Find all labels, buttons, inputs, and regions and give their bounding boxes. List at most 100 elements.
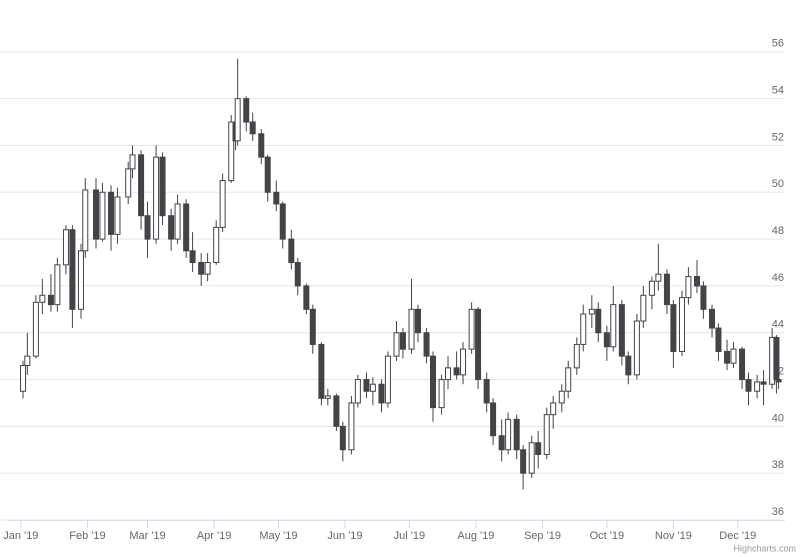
- candle-body: [39, 294, 46, 303]
- candle-body: [303, 285, 310, 310]
- y-tick-label: 36: [772, 506, 784, 518]
- candle-body: [754, 381, 761, 392]
- candle-body: [739, 348, 746, 381]
- candle-body: [363, 379, 370, 392]
- candle-body: [288, 238, 295, 264]
- candle-body: [24, 355, 31, 366]
- candle-body: [550, 402, 557, 416]
- candle-body: [249, 121, 256, 135]
- candle-body: [318, 343, 325, 399]
- candle-body: [460, 348, 467, 376]
- candle-body: [77, 250, 84, 310]
- x-tick-label: Mar '19: [129, 530, 165, 542]
- x-tick-label: Jan '19: [3, 530, 38, 542]
- candle-body: [198, 262, 205, 275]
- candle-body: [423, 332, 430, 357]
- candle-body: [414, 308, 421, 334]
- candle-body: [333, 395, 340, 427]
- candle-body: [384, 355, 391, 404]
- candle-body: [429, 355, 436, 409]
- candle-body: [125, 168, 132, 198]
- candle-body: [82, 189, 89, 252]
- candle-body: [693, 276, 700, 287]
- candle-body: [258, 133, 265, 158]
- candle-body: [324, 395, 331, 399]
- candle-body: [640, 294, 647, 322]
- y-tick-label: 56: [772, 38, 784, 50]
- candle-body: [309, 308, 316, 345]
- candle-body: [490, 402, 497, 437]
- candle-body: [498, 435, 505, 451]
- x-tick-label: Sep '19: [524, 530, 561, 542]
- candle-body: [32, 301, 39, 357]
- candle-body: [234, 98, 241, 142]
- candle-body: [505, 418, 512, 451]
- candle-body: [588, 308, 595, 315]
- candle-body: [648, 280, 655, 296]
- candle-body: [273, 191, 280, 205]
- candle-body: [558, 390, 565, 404]
- candle-body: [348, 402, 355, 451]
- candle-body: [279, 203, 286, 240]
- candle-body: [54, 264, 61, 306]
- candle-body: [535, 442, 542, 455]
- candle-body: [573, 343, 580, 369]
- candle-body: [108, 191, 115, 235]
- candle-body: [93, 189, 100, 240]
- y-tick-label: 54: [772, 85, 784, 97]
- candle-body: [138, 154, 145, 217]
- candle-body: [399, 332, 406, 350]
- x-tick-label: Dec '19: [719, 530, 756, 542]
- x-tick-label: Nov '19: [655, 530, 692, 542]
- candle-body: [354, 379, 361, 404]
- candle-body: [174, 203, 181, 240]
- candle-body: [678, 297, 685, 352]
- candle-body: [369, 383, 376, 392]
- candle-body: [168, 215, 175, 240]
- y-tick-label: 44: [772, 319, 784, 331]
- candle-body: [219, 180, 226, 228]
- candle-body: [453, 367, 460, 376]
- candle-body: [760, 381, 767, 385]
- x-tick-label: Aug '19: [457, 530, 494, 542]
- candle-body: [618, 304, 625, 357]
- candle-body: [378, 383, 385, 404]
- candle-body: [603, 332, 610, 348]
- x-tick-label: May '19: [259, 530, 297, 542]
- candle-body: [475, 308, 482, 381]
- candle-body: [663, 273, 670, 306]
- candle-body: [445, 367, 452, 381]
- candle-body: [700, 285, 707, 310]
- candle-body: [20, 365, 27, 392]
- candle-body: [129, 154, 136, 170]
- candle-body: [62, 229, 69, 266]
- candle-body: [483, 379, 490, 404]
- candle-body: [189, 250, 196, 264]
- candle-body: [730, 348, 737, 364]
- candle-body: [655, 273, 662, 282]
- y-tick-label: 38: [772, 459, 784, 471]
- candle-body: [183, 203, 190, 252]
- candle-body: [595, 308, 602, 334]
- candle-body: [438, 379, 445, 409]
- candle-body: [408, 308, 415, 350]
- candle-body: [709, 308, 716, 329]
- x-tick-label: Jul '19: [394, 530, 425, 542]
- candle-body: [99, 191, 106, 240]
- y-tick-label: 46: [772, 272, 784, 284]
- candle-body: [633, 320, 640, 376]
- candle-body: [724, 350, 731, 364]
- candle-body: [144, 215, 151, 240]
- candle-body: [685, 276, 692, 299]
- candle-body: [243, 98, 250, 123]
- candle-body: [204, 262, 211, 275]
- candle-body: [114, 196, 121, 235]
- y-tick-label: 50: [772, 178, 784, 190]
- candle-body: [264, 156, 271, 193]
- candle-body: [715, 327, 722, 352]
- candle-body: [565, 367, 572, 392]
- candle-body: [153, 156, 160, 240]
- y-tick-label: 40: [772, 412, 784, 424]
- candle-body: [228, 121, 235, 182]
